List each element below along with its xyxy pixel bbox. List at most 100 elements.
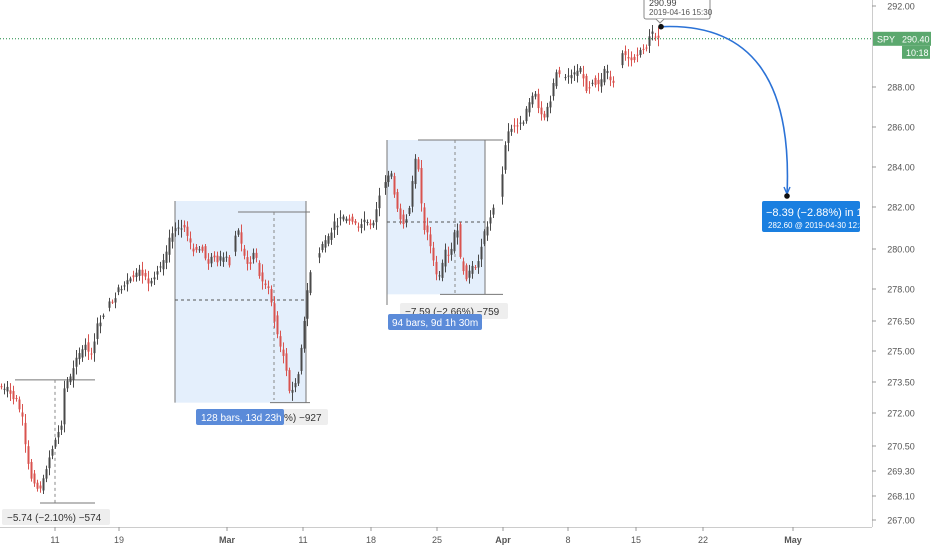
time-tick-label: 18 [366,535,376,545]
candle-body [51,449,54,456]
candle-body [63,388,66,425]
candle-body [339,217,342,219]
candle-body [177,227,180,229]
measure-label-suffix: %) −927 [284,413,322,424]
candle-body [168,237,171,255]
candle-body [258,262,261,277]
candle-body [474,267,477,269]
candle-body [444,249,447,267]
candle-body [567,75,570,77]
candle-body [267,286,270,289]
candle-body [24,422,27,445]
candle-body [42,478,45,491]
candle-body [78,353,81,360]
candle-body [600,79,603,87]
candle-body [15,397,18,399]
candle-body [393,176,396,195]
candle-body [540,107,543,115]
price-tick-label: 278.00 [887,285,915,295]
candle-body [489,217,492,224]
candle-body [639,50,642,56]
last-price-value: 290.40 [902,34,930,44]
price-tick-label: 280.00 [887,245,915,255]
peak-callout-box [643,0,711,20]
candle-body [387,175,390,183]
time-tick-label: 19 [114,535,124,545]
candle-body [411,181,414,207]
candle-body [162,260,165,270]
candle-body [537,93,540,109]
candle-body [306,290,309,319]
candle-body [573,72,576,75]
time-tick-label: 11 [298,535,307,545]
price-tick-label: 292.00 [887,2,915,12]
price-tick-label: 270.50 [887,442,915,452]
candle-body [408,207,411,214]
candle-body [423,207,426,230]
candle-body [255,252,258,258]
candle-body [363,219,366,223]
candle-body [492,207,495,215]
candle-body [606,70,609,74]
candle-body [81,349,84,358]
candle-body [405,219,408,223]
candle-body [261,272,264,282]
candle-body [294,383,297,388]
measure-label: −7.59 (−2.66%) −759 [405,307,500,318]
candle-body [588,87,591,89]
candle-body [93,341,96,354]
candle-body [336,225,339,228]
candle-body [507,131,510,143]
candle-body [426,225,429,233]
candle-body [138,269,141,276]
measure-label-box [278,409,328,425]
price-tick-label: 284.00 [887,163,915,173]
candle-body [429,234,432,247]
time-tick-label: 15 [631,535,641,545]
candle-body [84,344,87,350]
candle-body [591,82,594,84]
candle-body [552,82,555,97]
candle-body [216,255,219,263]
candle-body [111,301,114,303]
candle-body [174,228,177,232]
candle-body [201,246,204,251]
candle-body [354,221,357,224]
time-tick-label: 11 [50,535,59,545]
measure-label-box [2,509,110,525]
candle-body [198,249,201,251]
time-tick-label: Apr [495,535,511,545]
price-axis: 292.00 288.00 286.00 284.00 282.00 280.00 278.… [872,0,931,527]
candle-body [156,271,159,275]
candle-body [603,68,606,83]
candle-body [27,446,30,464]
candle-body [141,269,144,276]
candle-body [648,36,651,46]
candle-body [456,230,459,238]
candle-body [126,280,129,285]
peak-callout-datetime: 2019-04-16 15:30 [649,8,713,17]
candle-body [213,255,216,258]
candle-body [621,53,624,66]
price-tick-label: 273.50 [887,378,915,388]
candle-body [516,125,519,127]
candle-body [624,51,627,56]
candle-body [465,265,468,280]
candle-body [225,256,228,258]
candle-body [432,247,435,261]
candle-body [324,240,327,248]
candle-body [321,243,324,251]
candle-body [414,158,417,185]
candle-body [69,376,72,383]
candle-body [522,122,525,124]
candle-body [279,336,282,347]
candle-body [447,254,450,256]
candle-body [150,280,153,284]
price-tick-label: 268.10 [887,492,915,502]
candle-body [402,214,405,225]
candle-body [48,457,51,469]
candle-body [657,35,660,38]
candle-body [297,374,300,384]
